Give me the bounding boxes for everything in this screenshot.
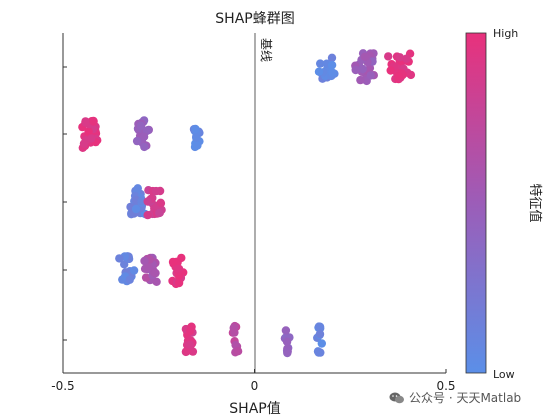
shap-point xyxy=(168,257,178,267)
watermark: 公众号 · 天天Matlab xyxy=(389,389,521,406)
shap-point xyxy=(188,347,198,356)
watermark-text: 公众号 · 天天Matlab xyxy=(409,391,522,405)
shap-point xyxy=(177,253,186,263)
shap-point xyxy=(125,275,134,284)
beeswarm-points xyxy=(78,49,416,358)
colorbar-high-label: High xyxy=(493,27,518,40)
shap-point xyxy=(156,198,165,207)
shap-point xyxy=(133,184,142,193)
shap-point xyxy=(132,136,142,146)
shap-point xyxy=(185,340,195,349)
shap-point xyxy=(120,260,129,269)
shap-point xyxy=(84,127,93,136)
shap-point xyxy=(356,75,365,85)
shap-point xyxy=(136,121,145,130)
shap-point xyxy=(151,268,160,278)
shap-point xyxy=(192,133,201,142)
y-ticks xyxy=(63,66,67,341)
shap-point xyxy=(315,329,325,339)
shap-point xyxy=(173,264,182,274)
shap-point xyxy=(358,64,367,74)
colorbar-gradient xyxy=(465,32,487,374)
shap-point xyxy=(281,326,291,335)
shap-point xyxy=(406,70,416,80)
shap-point xyxy=(366,71,375,80)
shap-point xyxy=(351,65,360,75)
shap-point xyxy=(314,67,324,76)
shap-point xyxy=(402,54,411,63)
shap-point xyxy=(115,254,124,263)
x-ticks: -0.5 0 0.5 xyxy=(51,369,456,393)
shap-point xyxy=(129,266,139,275)
shap-point xyxy=(143,197,152,206)
x-tick-label: 0.5 xyxy=(436,379,455,393)
shap-point xyxy=(152,277,161,286)
shap-point xyxy=(314,322,324,331)
shap-point xyxy=(386,66,395,75)
shap-point xyxy=(143,210,152,220)
x-tick-label: 0 xyxy=(251,379,259,393)
shap-point xyxy=(79,139,89,148)
shap-point xyxy=(139,132,149,141)
shap-point xyxy=(384,52,393,61)
chart-title: SHAP蜂群图 xyxy=(215,11,294,27)
baseline-label: 基线 xyxy=(259,38,273,62)
shap-point xyxy=(131,204,141,214)
shap-point xyxy=(140,142,149,152)
shap-point xyxy=(89,117,98,126)
shap-point xyxy=(314,348,323,357)
shap-point xyxy=(174,278,184,288)
colorbar-low-label: Low xyxy=(493,368,515,381)
shap-point xyxy=(193,141,202,150)
shap-point xyxy=(283,347,292,356)
colorbar: High Low 特征值 xyxy=(465,27,543,381)
shap-point xyxy=(327,60,337,70)
shap-point xyxy=(186,326,195,336)
shap-point xyxy=(155,208,164,218)
shap-point xyxy=(81,118,90,127)
shap-point xyxy=(151,186,161,196)
wechat-icon xyxy=(389,392,404,403)
shap-point xyxy=(233,347,243,356)
shap-point xyxy=(191,124,200,134)
shap-point xyxy=(282,337,292,346)
shap-point xyxy=(182,347,191,356)
shap-point xyxy=(87,134,96,143)
plot-axes: 基线 xyxy=(62,33,446,374)
shap-point xyxy=(395,53,405,62)
shap-point xyxy=(137,196,146,206)
colorbar-label: 特征值 xyxy=(527,183,543,222)
x-tick-label: -0.5 xyxy=(51,379,74,393)
shap-point xyxy=(317,339,326,348)
shap-point xyxy=(327,53,337,62)
shap-point xyxy=(230,328,239,337)
shap-point xyxy=(140,256,149,266)
x-axis-label: SHAP值 xyxy=(229,401,280,417)
shap-point xyxy=(316,59,325,68)
shap-point xyxy=(328,68,337,77)
shap-point xyxy=(360,52,370,61)
shap-point xyxy=(144,263,153,272)
shap-point xyxy=(141,273,151,282)
shap-point xyxy=(394,72,403,81)
